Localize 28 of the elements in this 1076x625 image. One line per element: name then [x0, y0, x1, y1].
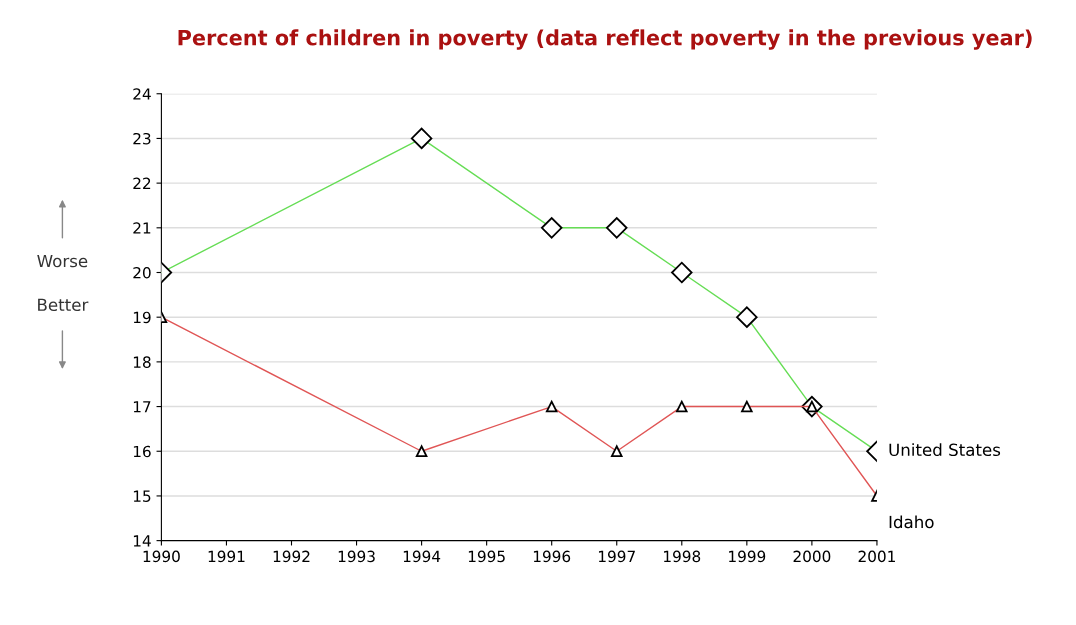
- x-tick-label: 1998: [664, 550, 701, 563]
- x-tick-label: 1995: [468, 550, 505, 563]
- x-tick-label: 1993: [338, 550, 375, 563]
- y-tick-label: 14: [133, 535, 151, 547]
- y-tick-label: 16: [133, 445, 151, 458]
- x-tick-label: 1997: [598, 550, 635, 563]
- x-tick-label: 1992: [273, 550, 310, 563]
- y-tick-label: 20: [133, 266, 151, 279]
- x-tick-label: 2001: [858, 550, 895, 563]
- y-tick-label: 19: [133, 311, 151, 324]
- x-tick-label: 1996: [533, 550, 571, 563]
- y-tick-label: 23: [133, 132, 151, 145]
- y-tick-label: 17: [133, 401, 151, 413]
- x-tick-label: 1994: [403, 550, 441, 563]
- x-tick-label: 1990: [143, 550, 180, 563]
- chart-title: Percent of children in poverty (data reflect poverty in the previous year): [178, 29, 1032, 50]
- y-tick-label: 15: [133, 490, 151, 502]
- text: Better: [38, 298, 89, 312]
- x-tick-label: 2000: [793, 550, 831, 563]
- text: Worse: [37, 254, 88, 268]
- series-label: Idaho: [889, 515, 934, 529]
- x-tick-label: 1991: [208, 550, 245, 563]
- y-tick-label: 24: [133, 88, 151, 100]
- y-tick-label: 22: [133, 177, 151, 189]
- x-tick-label: 1999: [729, 550, 766, 563]
- y-tick-label: 21: [133, 222, 151, 234]
- series-label: United States: [889, 443, 1001, 457]
- y-tick-label: 18: [133, 356, 151, 368]
